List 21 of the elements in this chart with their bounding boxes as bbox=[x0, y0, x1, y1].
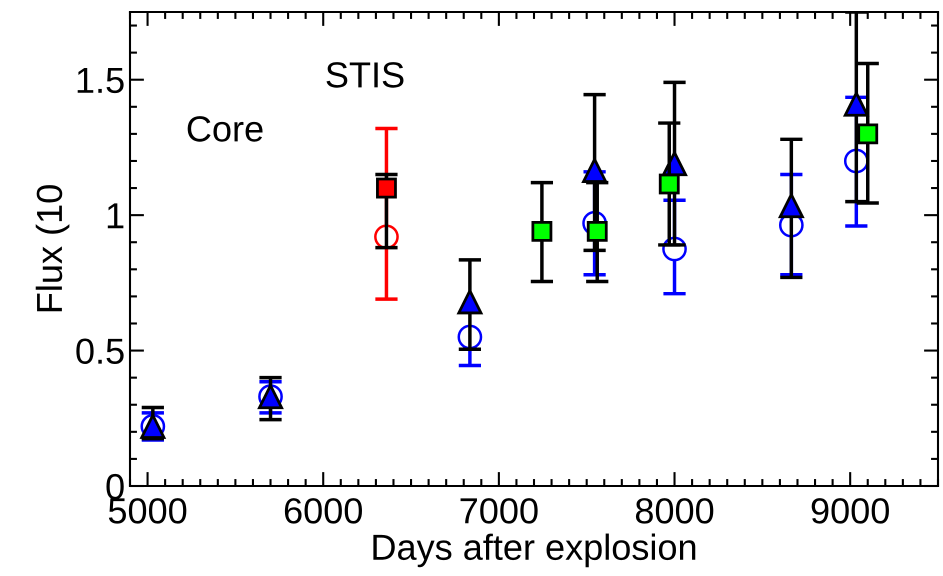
annotation: STIS bbox=[326, 62, 404, 88]
x-tick-label: 8000 bbox=[636, 498, 714, 524]
point bbox=[376, 178, 397, 198]
x-tick-label: 5000 bbox=[108, 498, 186, 524]
point bbox=[857, 123, 878, 144]
point bbox=[457, 289, 482, 314]
x-axis-title: Days after explosion bbox=[373, 534, 696, 568]
y-tick-label: 1.5 bbox=[78, 68, 124, 94]
annotation: Core bbox=[188, 116, 263, 142]
point bbox=[778, 193, 804, 218]
point bbox=[658, 174, 680, 194]
x-tick-label: 7000 bbox=[460, 498, 538, 524]
x-tick-label: 9000 bbox=[812, 498, 889, 524]
y-tick-label: 1 bbox=[108, 203, 124, 228]
y-tick-label: 0 bbox=[106, 474, 124, 500]
x-tick-label: 6000 bbox=[284, 498, 362, 524]
point bbox=[844, 92, 869, 117]
point bbox=[531, 220, 552, 242]
y-tick-label: 0.5 bbox=[76, 338, 124, 364]
y-axis-title: Flux (10 bbox=[36, 185, 70, 312]
point bbox=[582, 158, 608, 183]
